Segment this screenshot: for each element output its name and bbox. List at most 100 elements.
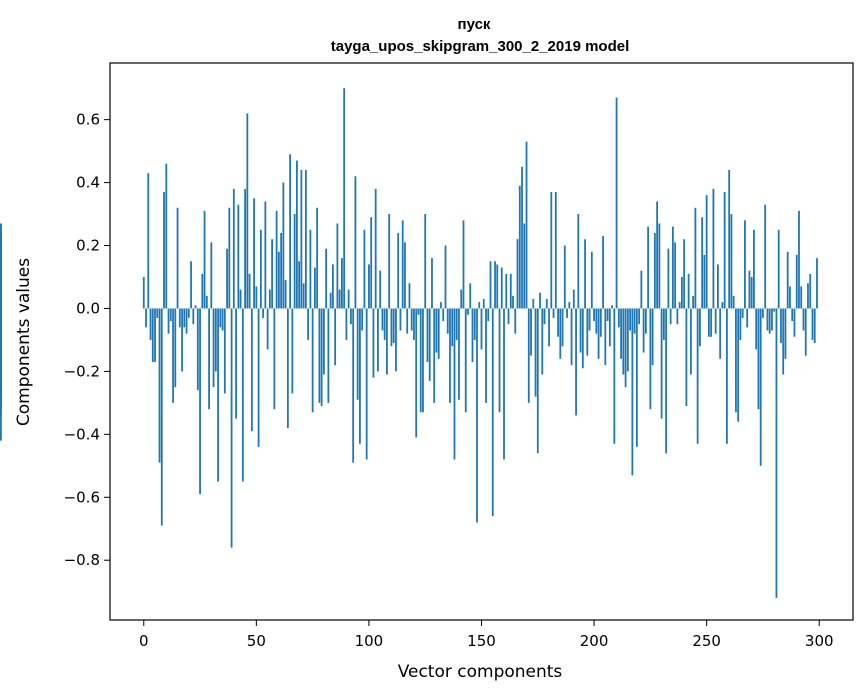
bar-212	[620, 308, 622, 359]
bar-152	[485, 308, 487, 403]
bar-33	[217, 308, 219, 482]
bar-134	[444, 245, 447, 309]
bar-116	[404, 242, 406, 309]
bar-161	[505, 273, 508, 309]
bar-72	[304, 169, 307, 309]
bar-214	[624, 308, 627, 388]
bar-67	[293, 214, 296, 309]
bar-93	[352, 308, 355, 463]
bar-105	[379, 270, 382, 309]
bar-8	[160, 308, 163, 526]
x-tick-label: 300	[805, 632, 834, 650]
bar-50	[255, 286, 258, 309]
bar-198	[588, 308, 591, 331]
bar-263	[735, 308, 737, 413]
bar-100	[368, 264, 370, 309]
bar-189	[568, 302, 571, 309]
x-tick-label: 150	[467, 632, 496, 650]
bar-141	[460, 289, 463, 309]
bar-261	[730, 214, 733, 309]
bar-83	[329, 292, 332, 309]
bar-17	[181, 308, 183, 372]
bar-224	[647, 226, 650, 309]
bar-102	[372, 308, 375, 378]
bar-242	[687, 273, 690, 309]
bar-253	[712, 188, 715, 309]
bar-150	[480, 308, 483, 350]
bar-112	[395, 308, 397, 372]
bar-58	[273, 308, 276, 410]
bar-175	[536, 308, 539, 454]
bar-24	[196, 308, 199, 391]
bar-204	[602, 236, 604, 309]
bar-5	[154, 308, 156, 362]
bar-145	[469, 283, 472, 309]
bar-221	[640, 270, 643, 309]
bar-178	[543, 308, 546, 325]
bar-283	[780, 308, 782, 344]
bar-104	[377, 308, 379, 372]
bar-209	[613, 308, 616, 444]
bar-293	[802, 308, 805, 331]
bar-119	[410, 308, 413, 331]
bar-179	[545, 299, 548, 309]
bar-108	[386, 308, 388, 375]
bar-118	[408, 283, 411, 309]
bar-188	[566, 308, 568, 318]
bar-136	[449, 308, 451, 403]
bar-187	[563, 245, 566, 309]
bar-70	[300, 169, 303, 309]
bar-39	[230, 308, 233, 548]
bar-10	[165, 163, 168, 309]
bar-210	[615, 97, 618, 309]
y-tick-label: 0.4	[76, 174, 100, 192]
bar-255	[717, 264, 719, 309]
bar-270	[750, 276, 753, 309]
bar-249	[703, 254, 706, 309]
bar-229	[658, 223, 661, 309]
bar-101	[370, 217, 373, 309]
bar-213	[622, 308, 625, 375]
bar-200	[593, 308, 595, 322]
bar-148	[476, 308, 478, 523]
bar-215	[626, 308, 629, 372]
bar-20	[187, 308, 190, 318]
bar-278	[768, 308, 771, 334]
bar-297	[811, 308, 814, 340]
bar-207	[608, 308, 611, 347]
bar-192	[575, 308, 577, 416]
bar-205	[604, 308, 607, 366]
bar-31	[212, 308, 215, 388]
bar-258	[723, 192, 726, 309]
y-tick-label: 0.6	[76, 111, 100, 129]
bar-266	[741, 308, 744, 318]
bar-232	[665, 308, 668, 454]
bar-290	[795, 254, 798, 309]
bar-155	[491, 308, 494, 517]
bar-199	[590, 251, 593, 309]
bar-245	[694, 207, 697, 309]
chart-title-line-1: пуск	[458, 16, 491, 33]
bar-238	[678, 302, 681, 309]
bar-28	[205, 295, 208, 309]
bar-9	[163, 192, 165, 309]
bar-177	[541, 308, 544, 375]
bar-77	[316, 207, 319, 309]
y-tick-label: −0.8	[64, 551, 100, 569]
bar-281	[775, 308, 778, 598]
bar-66	[291, 308, 294, 394]
bar-244	[692, 295, 695, 309]
bar-217	[631, 308, 634, 476]
bar-296	[809, 273, 812, 309]
bar-168	[521, 166, 523, 309]
bar-279	[771, 308, 773, 331]
bar-3	[149, 308, 152, 340]
bar-13	[172, 308, 174, 403]
bar-291	[798, 210, 800, 309]
bar-271	[753, 229, 755, 309]
bar-156	[494, 261, 496, 309]
bar-0	[142, 276, 145, 309]
bar-151	[482, 299, 485, 309]
bar-40	[232, 188, 235, 309]
bar-76	[313, 267, 316, 309]
